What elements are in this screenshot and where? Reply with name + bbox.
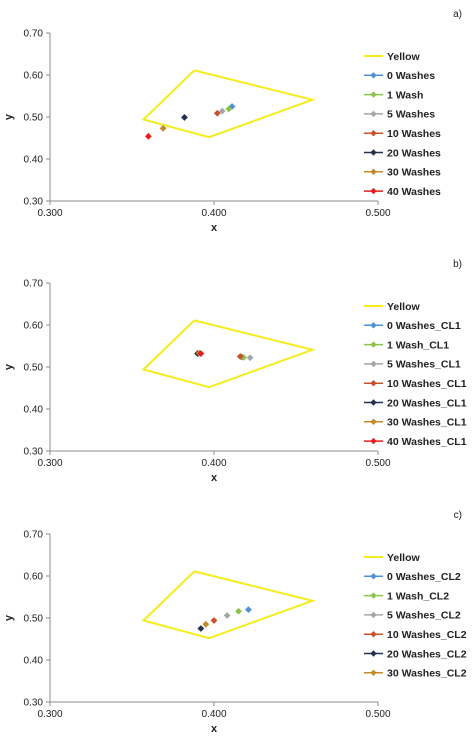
y-tick-label: 0.60 <box>24 71 44 82</box>
y-tick-label: 0.70 <box>24 530 44 541</box>
legend-label: 20 Washes_CL1 <box>387 397 467 409</box>
data-point <box>159 124 167 132</box>
x-tick-label: 0.400 <box>201 709 226 720</box>
legend-label: 5 Washes_CL2 <box>387 610 461 622</box>
legend-label: 5 Washes_CL1 <box>387 359 461 371</box>
data-point <box>213 109 221 117</box>
yellow-region-outline <box>141 319 316 389</box>
legend-label: 40 Washes_CL1 <box>387 436 467 448</box>
x-tick-label: 0.300 <box>37 709 62 720</box>
data-point <box>240 353 247 361</box>
data-point <box>245 606 252 613</box>
x-tick-label: 0.500 <box>365 208 390 219</box>
y-tick-label: 0.30 <box>24 447 44 458</box>
y-axis-title: y <box>3 614 15 621</box>
legend-marker <box>370 341 377 348</box>
legend-label: 30 Washes_CL2 <box>387 668 467 680</box>
x-tick-label: 0.400 <box>201 458 226 469</box>
x-tick-label: 0.300 <box>37 208 62 219</box>
legend-marker <box>370 149 377 156</box>
yellow-region-outline <box>141 570 316 640</box>
x-tick-label: 0.300 <box>37 458 62 469</box>
legend-label: 20 Washes <box>387 147 441 159</box>
x-tick-label: 0.400 <box>201 208 226 219</box>
legend-label: 40 Washes <box>387 186 441 198</box>
legend-marker <box>370 631 377 638</box>
legend-marker <box>370 91 377 98</box>
data-point <box>225 105 233 113</box>
y-tick-label: 0.30 <box>24 197 44 208</box>
y-axis-title: y <box>3 113 15 120</box>
legend-marker <box>370 130 377 137</box>
panel-label: b) <box>453 259 462 270</box>
x-tick-label: 0.500 <box>365 458 390 469</box>
legend-label: 1 Wash_CL2 <box>387 590 449 602</box>
x-axis-title: x <box>211 723 218 735</box>
data-point <box>181 114 188 121</box>
legend-label: 10 Washes_CL1 <box>387 378 467 390</box>
legend-label: 0 Washes_CL1 <box>387 320 461 332</box>
legend-label: Yellow <box>387 301 421 313</box>
chart-panel-2: c) 0.30 0.40 0.50 0.60 0.70 0.300 0.400 0.500 x y Y… <box>3 510 467 735</box>
data-point <box>145 132 152 140</box>
legend-marker <box>370 168 377 175</box>
y-axis-title: y <box>3 363 15 370</box>
legend-marker <box>370 110 377 118</box>
legend-label: 5 Washes <box>387 109 435 121</box>
y-tick-label: 0.50 <box>24 113 44 124</box>
legend-label: Yellow <box>387 552 421 564</box>
y-tick-label: 0.70 <box>24 279 44 290</box>
legend-marker <box>370 72 377 79</box>
legend-label: 1 Wash <box>387 89 423 101</box>
legend-label: 20 Washes_CL2 <box>387 648 467 660</box>
legend-label: 0 Washes_CL2 <box>387 571 461 583</box>
data-point <box>223 612 231 619</box>
legend-marker <box>370 399 377 406</box>
legend-marker <box>370 360 377 368</box>
y-tick-label: 0.30 <box>24 698 44 709</box>
legend-label: 30 Washes_CL1 <box>387 417 467 429</box>
data-point <box>235 607 242 615</box>
data-point <box>197 625 205 632</box>
x-axis-title: x <box>211 222 218 234</box>
legend-marker <box>370 592 377 599</box>
legend-marker <box>370 418 377 425</box>
data-point <box>246 354 254 362</box>
legend-marker <box>370 650 377 657</box>
chart-panel-0: a) 0.30 0.40 0.50 0.60 0.70 0.300 0.400 0.500 x y Y… <box>3 9 462 234</box>
data-point <box>210 617 218 624</box>
y-tick-label: 0.50 <box>24 614 44 625</box>
legend-label: 1 Wash_CL1 <box>387 339 449 351</box>
legend-marker <box>370 380 377 387</box>
legend-marker <box>370 437 377 445</box>
legend-marker <box>370 187 377 195</box>
panel-label: a) <box>453 9 462 20</box>
legend-marker <box>370 322 377 329</box>
legend-marker <box>370 611 377 619</box>
x-axis-title: x <box>211 472 218 484</box>
y-tick-label: 0.40 <box>24 405 44 416</box>
y-tick-label: 0.40 <box>24 155 44 166</box>
legend-label: 30 Washes <box>387 167 441 179</box>
legend-label: 10 Washes_CL2 <box>387 629 467 641</box>
yellow-region-outline <box>141 69 316 139</box>
legend-label: 10 Washes <box>387 128 441 140</box>
y-tick-label: 0.50 <box>24 363 44 374</box>
legend-label: Yellow <box>387 51 421 63</box>
x-tick-label: 0.500 <box>365 709 390 720</box>
legend-label: 0 Washes <box>387 70 435 82</box>
data-point <box>202 620 210 628</box>
y-tick-label: 0.60 <box>24 321 44 332</box>
y-tick-label: 0.40 <box>24 656 44 667</box>
y-tick-label: 0.60 <box>24 572 44 583</box>
legend-marker <box>370 573 377 580</box>
data-point <box>218 107 226 115</box>
panel-label: c) <box>454 510 462 521</box>
chart-panel-1: b) 0.30 0.40 0.50 0.60 0.70 0.300 0.400 0.500 x y Y… <box>3 259 467 484</box>
legend-marker <box>370 669 377 676</box>
y-tick-label: 0.70 <box>24 29 44 40</box>
